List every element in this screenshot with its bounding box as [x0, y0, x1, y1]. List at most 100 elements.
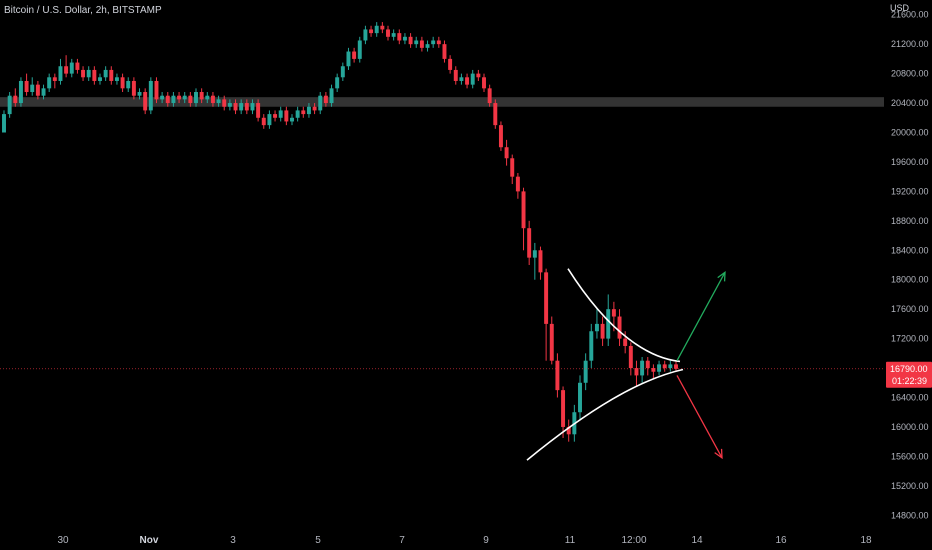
- candle[interactable]: [515, 172, 520, 199]
- candle[interactable]: [623, 331, 628, 354]
- candle[interactable]: [555, 353, 560, 398]
- candle[interactable]: [24, 73, 29, 96]
- candle[interactable]: [657, 360, 662, 376]
- candle[interactable]: [589, 323, 594, 369]
- candle[interactable]: [363, 25, 368, 45]
- candle[interactable]: [47, 73, 52, 93]
- candle[interactable]: [442, 40, 447, 63]
- candle[interactable]: [18, 77, 23, 107]
- candle[interactable]: [436, 36, 441, 48]
- candle[interactable]: [109, 66, 114, 85]
- candle[interactable]: [448, 55, 453, 74]
- candle[interactable]: [640, 357, 645, 383]
- candle[interactable]: [261, 114, 266, 129]
- candle[interactable]: [465, 73, 470, 89]
- candle[interactable]: [498, 121, 503, 151]
- candle[interactable]: [222, 95, 227, 111]
- candle[interactable]: [425, 40, 430, 52]
- candle[interactable]: [250, 99, 255, 115]
- candle[interactable]: [335, 73, 340, 93]
- candle[interactable]: [668, 360, 673, 372]
- candle[interactable]: [137, 88, 142, 100]
- candle[interactable]: [527, 220, 532, 265]
- candle[interactable]: [628, 342, 633, 376]
- candle[interactable]: [41, 84, 46, 100]
- bearish-arrow[interactable]: [676, 375, 723, 460]
- time-axis[interactable]: 30 Nov 3 5 7 9 11 12:00 14 16 18: [57, 535, 872, 546]
- candle[interactable]: [301, 106, 306, 118]
- candle[interactable]: [583, 353, 588, 391]
- candle[interactable]: [98, 73, 102, 85]
- candle[interactable]: [92, 66, 97, 85]
- candle[interactable]: [7, 92, 12, 118]
- candle[interactable]: [205, 92, 210, 104]
- candle[interactable]: [352, 47, 357, 63]
- candle[interactable]: [120, 73, 125, 93]
- candle[interactable]: [453, 66, 458, 85]
- candle[interactable]: [165, 92, 170, 107]
- candle[interactable]: [312, 103, 317, 115]
- candle[interactable]: [323, 92, 328, 107]
- candle[interactable]: [538, 246, 543, 280]
- candle[interactable]: [510, 154, 515, 185]
- candle[interactable]: [171, 92, 176, 107]
- candle[interactable]: [114, 73, 119, 85]
- candle[interactable]: [273, 110, 278, 122]
- candle[interactable]: [244, 99, 249, 115]
- candle[interactable]: [386, 25, 390, 41]
- candle[interactable]: [30, 77, 35, 96]
- candle[interactable]: [278, 106, 283, 122]
- candle[interactable]: [194, 88, 198, 107]
- candle[interactable]: [69, 58, 74, 78]
- candle[interactable]: [594, 309, 599, 339]
- candle[interactable]: [340, 62, 345, 81]
- candle[interactable]: [227, 99, 232, 111]
- candle[interactable]: [431, 36, 436, 48]
- candle[interactable]: [674, 360, 678, 372]
- candle[interactable]: [329, 84, 334, 107]
- pattern-curve-upper[interactable]: [567, 268, 681, 363]
- candle[interactable]: [544, 268, 549, 361]
- candle[interactable]: [154, 77, 159, 104]
- candle[interactable]: [210, 92, 215, 107]
- candle[interactable]: [52, 73, 57, 89]
- candle[interactable]: [267, 110, 272, 129]
- candle[interactable]: [391, 29, 396, 41]
- candle[interactable]: [103, 66, 108, 81]
- candle[interactable]: [86, 66, 91, 81]
- candle[interactable]: [131, 77, 136, 100]
- candle[interactable]: [58, 58, 63, 85]
- candle[interactable]: [521, 187, 526, 251]
- candle[interactable]: [578, 375, 582, 420]
- candle[interactable]: [239, 99, 244, 115]
- candle[interactable]: [13, 88, 18, 107]
- candle[interactable]: [81, 66, 86, 81]
- candle[interactable]: [318, 92, 323, 115]
- candle[interactable]: [493, 99, 498, 129]
- candle[interactable]: [617, 309, 622, 346]
- candle[interactable]: [357, 36, 362, 63]
- pattern-curve-lower[interactable]: [526, 368, 684, 461]
- candle[interactable]: [295, 106, 300, 122]
- candle[interactable]: [374, 22, 379, 37]
- candle[interactable]: [634, 360, 639, 387]
- candle[interactable]: [397, 29, 402, 45]
- candle[interactable]: [177, 92, 182, 104]
- candle[interactable]: [549, 316, 554, 365]
- candle[interactable]: [284, 106, 289, 126]
- candle[interactable]: [75, 58, 80, 74]
- candle[interactable]: [651, 364, 656, 380]
- candle[interactable]: [662, 360, 667, 372]
- candle[interactable]: [476, 69, 481, 81]
- candle[interactable]: [487, 84, 492, 107]
- candle[interactable]: [2, 110, 6, 133]
- candle[interactable]: [188, 92, 193, 107]
- candle[interactable]: [199, 88, 204, 104]
- candle[interactable]: [408, 33, 413, 48]
- candle[interactable]: [35, 80, 40, 100]
- candle[interactable]: [380, 22, 385, 34]
- candle[interactable]: [182, 92, 187, 104]
- candle[interactable]: [306, 103, 311, 118]
